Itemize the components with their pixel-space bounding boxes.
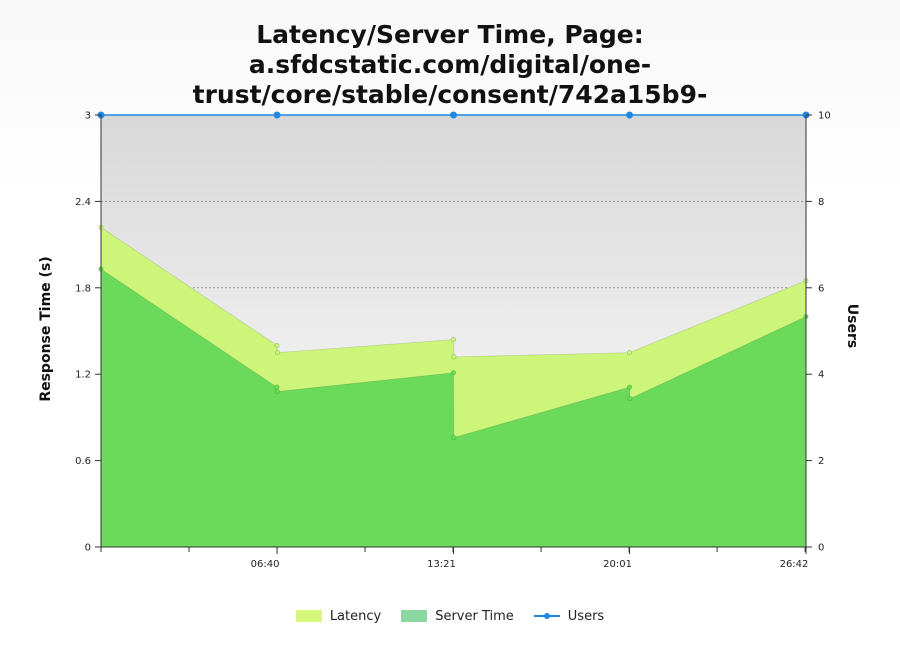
y-tick-label: 2.4 bbox=[75, 197, 91, 208]
y2-tick-label: 6 bbox=[818, 283, 824, 294]
server-time-area bbox=[101, 269, 806, 547]
y-tick-label: 0.6 bbox=[75, 456, 91, 467]
legend-swatch-latency bbox=[295, 610, 322, 622]
y-tick-label: 0 bbox=[85, 543, 91, 554]
x-tick-label: 20:01 bbox=[603, 559, 632, 570]
x-tick-label: 13:21 bbox=[427, 559, 456, 570]
latency-point bbox=[627, 350, 633, 356]
server-time-point bbox=[450, 370, 456, 376]
x-tick-label: 06:40 bbox=[251, 559, 280, 570]
latency-point bbox=[451, 354, 457, 360]
x-tick-label: 26:42 bbox=[780, 559, 809, 570]
server-time-point bbox=[627, 384, 633, 390]
users-point bbox=[273, 111, 281, 119]
y2-tick-label: 4 bbox=[818, 370, 824, 381]
legend-label-latency: Latency bbox=[329, 608, 382, 624]
y2-tick-label: 10 bbox=[818, 111, 831, 122]
chart-legend: Latency Server Time Users bbox=[0, 606, 900, 626]
y2-tick-label: 0 bbox=[818, 543, 824, 554]
latency-point bbox=[450, 337, 456, 343]
users-point bbox=[626, 111, 634, 119]
server-time-point bbox=[451, 435, 457, 441]
chart-title: Latency/Server Time, Page: a.sfdcstatic.… bbox=[192, 20, 708, 109]
server-time-point bbox=[274, 384, 280, 390]
legend-item-server-time[interactable]: Server Time bbox=[401, 609, 514, 624]
y-tick-label: 1.8 bbox=[75, 283, 91, 294]
legend-item-latency[interactable]: Latency bbox=[295, 608, 382, 624]
latency-point bbox=[274, 350, 280, 356]
legend-label-users: Users bbox=[567, 608, 605, 624]
y-axis-title: Response Time (s) bbox=[38, 256, 54, 401]
legend-item-users[interactable]: Users bbox=[533, 608, 605, 624]
server-time-point bbox=[274, 388, 280, 394]
users-point bbox=[450, 111, 457, 119]
server-time-point bbox=[627, 396, 633, 402]
y2-axis-title: Users bbox=[844, 304, 860, 348]
y-tick-label: 3 bbox=[85, 111, 91, 122]
y2-tick-label: 8 bbox=[818, 197, 824, 208]
legend-label-server-time: Server Time bbox=[435, 608, 514, 624]
y2-tick-label: 2 bbox=[818, 456, 824, 467]
y-tick-label: 1.2 bbox=[75, 370, 91, 381]
legend-swatch-server-time bbox=[401, 610, 428, 622]
latency-point bbox=[274, 342, 280, 348]
legend-swatch-users bbox=[533, 610, 560, 622]
